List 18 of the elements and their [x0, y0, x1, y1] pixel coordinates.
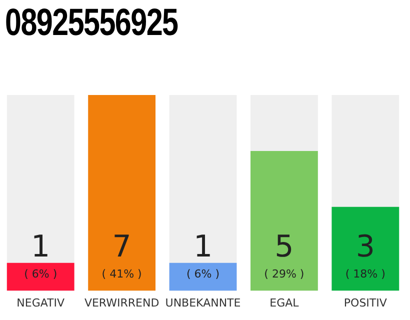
x-tick-label: VERWIRREND — [84, 296, 160, 310]
annotation: ( 6% ) — [186, 268, 220, 281]
data-label: 3 — [356, 230, 375, 265]
data-label: 1 — [31, 230, 50, 265]
bar — [6, 262, 74, 291]
x-tick-label: NEGATIV — [16, 296, 65, 310]
data-label: 1 — [193, 230, 213, 265]
data-label: 5 — [274, 230, 294, 265]
bar — [169, 262, 237, 291]
data-label: 7 — [112, 230, 132, 265]
annotation: ( 6% ) — [24, 268, 58, 281]
annotation: ( 29% ) — [264, 268, 304, 281]
x-tick-label: POSITIV — [344, 296, 388, 310]
annotation: ( 41% ) — [102, 268, 142, 281]
x-tick-label: UNBEKANNTE — [165, 296, 241, 310]
x-tick-label: EGAL — [270, 296, 300, 310]
annotation: ( 18% ) — [345, 268, 386, 281]
chart-title: 08925556925 — [5, 1, 178, 46]
